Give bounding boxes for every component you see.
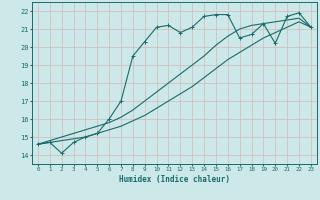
- X-axis label: Humidex (Indice chaleur): Humidex (Indice chaleur): [119, 175, 230, 184]
